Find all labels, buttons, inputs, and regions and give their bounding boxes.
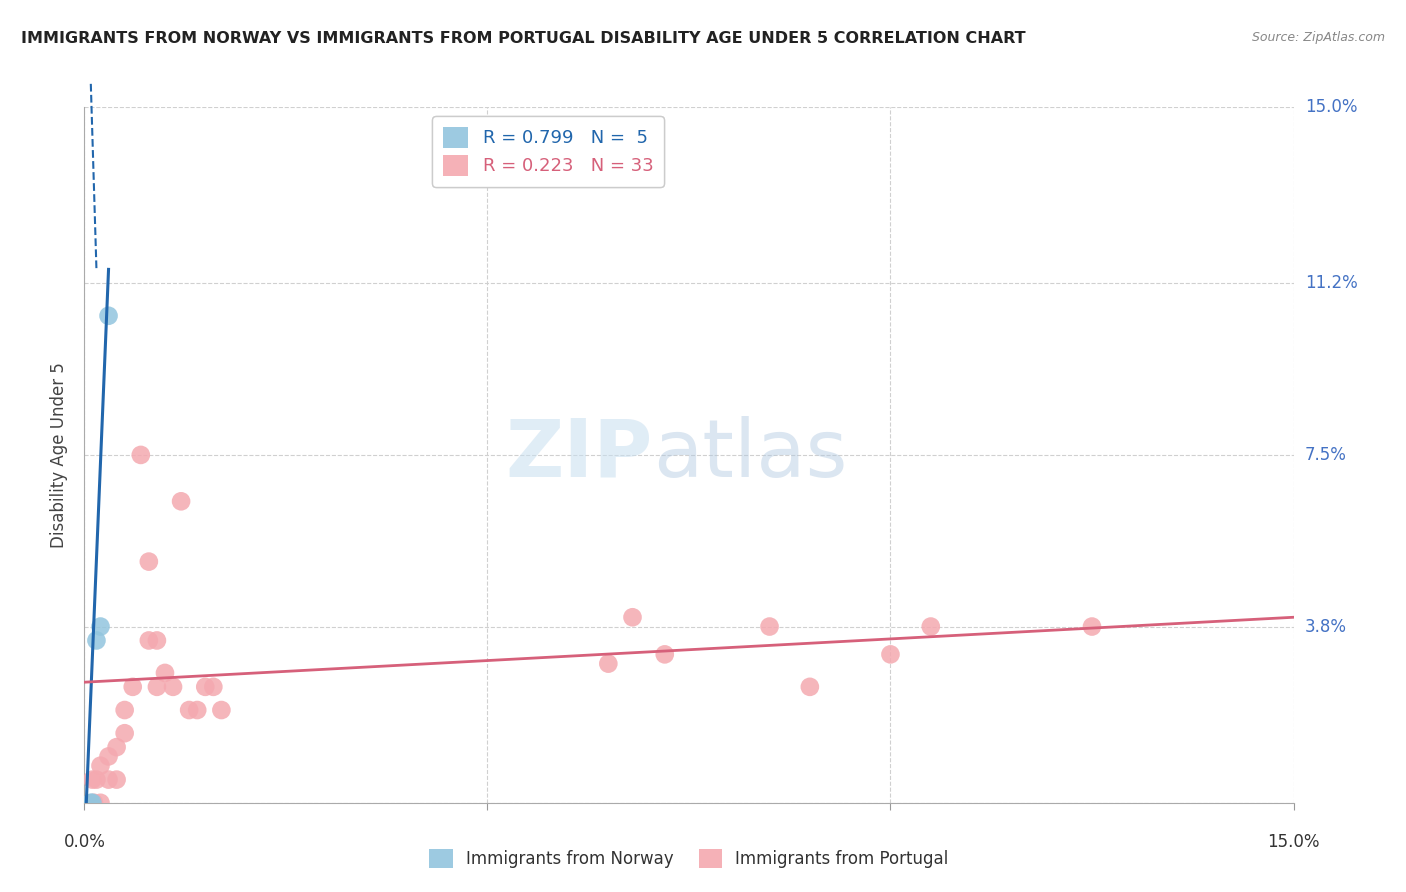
Point — [97, 772, 120, 787]
Point — [170, 494, 193, 508]
Point — [194, 680, 217, 694]
Legend: Immigrants from Norway, Immigrants from Portugal: Immigrants from Norway, Immigrants from … — [423, 842, 955, 875]
Point — [146, 633, 169, 648]
Text: IMMIGRANTS FROM NORWAY VS IMMIGRANTS FROM PORTUGAL DISABILITY AGE UNDER 5 CORREL: IMMIGRANTS FROM NORWAY VS IMMIGRANTS FRO… — [21, 31, 1026, 46]
Point — [186, 703, 208, 717]
Point — [138, 633, 160, 648]
Point — [86, 633, 108, 648]
Point — [146, 680, 169, 694]
Point — [97, 749, 120, 764]
Point — [83, 796, 105, 810]
Text: 15.0%: 15.0% — [1305, 98, 1357, 116]
Point — [82, 796, 104, 810]
Point — [114, 703, 136, 717]
Point — [920, 619, 942, 633]
Point — [758, 619, 780, 633]
Point — [129, 448, 152, 462]
Text: 3.8%: 3.8% — [1305, 617, 1347, 635]
Point — [105, 740, 128, 755]
Point — [114, 726, 136, 740]
Point — [121, 680, 143, 694]
Point — [179, 703, 201, 717]
Text: ZIP: ZIP — [505, 416, 652, 494]
Point — [598, 657, 620, 671]
Point — [138, 555, 160, 569]
Point — [202, 680, 225, 694]
Point — [82, 772, 104, 787]
Point — [654, 648, 676, 662]
Point — [209, 703, 232, 717]
Text: Source: ZipAtlas.com: Source: ZipAtlas.com — [1251, 31, 1385, 45]
Point — [162, 680, 184, 694]
Point — [80, 796, 103, 810]
Point — [89, 796, 111, 810]
Point — [153, 665, 176, 680]
Y-axis label: Disability Age Under 5: Disability Age Under 5 — [51, 362, 69, 548]
Point — [105, 772, 128, 787]
Point — [879, 648, 901, 662]
Text: 7.5%: 7.5% — [1305, 446, 1347, 464]
Text: 0.0%: 0.0% — [63, 833, 105, 851]
Point — [621, 610, 644, 624]
Text: atlas: atlas — [652, 416, 846, 494]
Point — [1081, 619, 1104, 633]
Point — [97, 309, 120, 323]
Point — [89, 758, 111, 772]
Point — [89, 619, 111, 633]
Point — [799, 680, 821, 694]
Text: 15.0%: 15.0% — [1267, 833, 1320, 851]
Point — [86, 772, 108, 787]
Text: 11.2%: 11.2% — [1305, 275, 1357, 293]
Legend: R = 0.799   N =  5, R = 0.223   N = 33: R = 0.799 N = 5, R = 0.223 N = 33 — [432, 116, 664, 186]
